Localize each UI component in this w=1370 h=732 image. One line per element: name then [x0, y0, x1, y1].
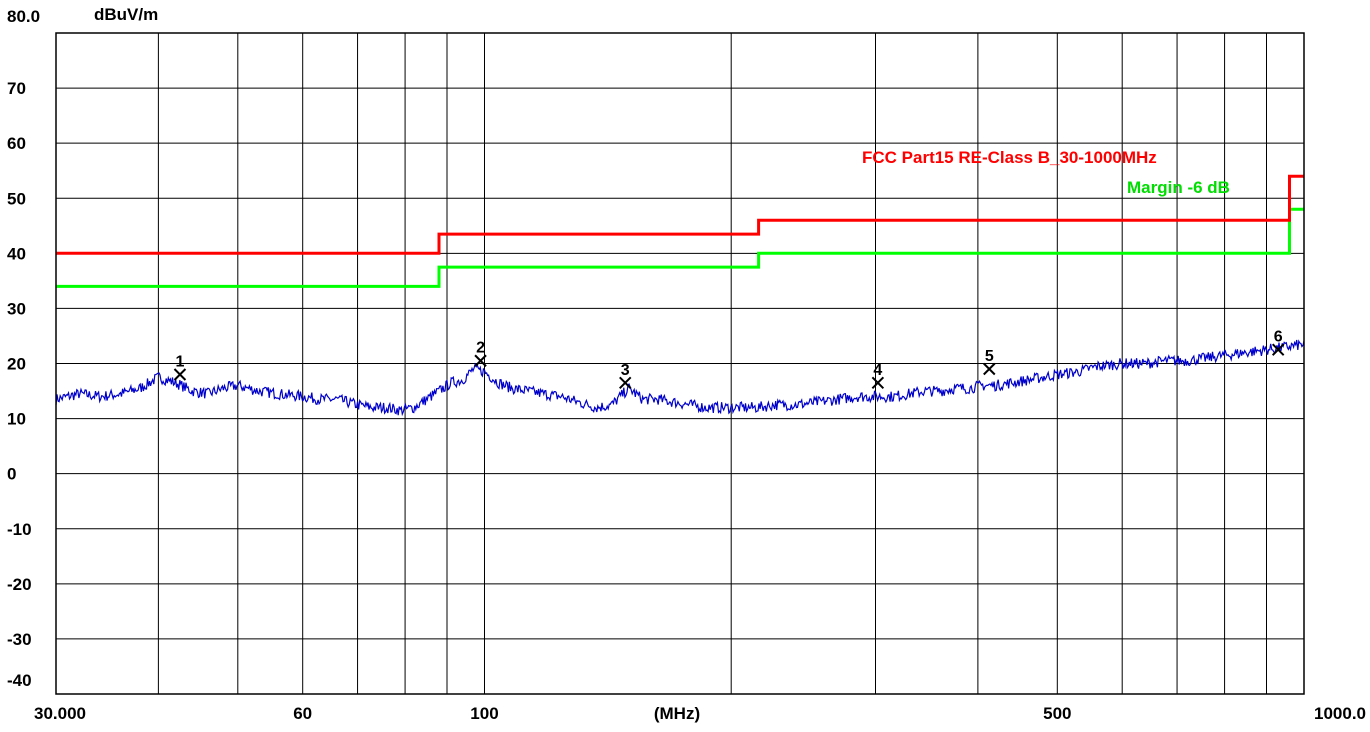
x-unit-label: (MHz) [654, 704, 700, 723]
limit-line [56, 174, 1304, 255]
y-tick-label: -30 [7, 630, 32, 649]
trace-group [55, 339, 1305, 417]
y-tick-label: 30 [7, 299, 26, 318]
marker-x [619, 376, 632, 389]
y-tick-label: 50 [7, 189, 26, 208]
marker-label: 6 [1274, 329, 1283, 346]
y-tick-label: 20 [7, 355, 26, 374]
marker-label: 5 [985, 348, 994, 365]
x-tick-label: 30.000 [34, 704, 86, 723]
x-tick-label: 100 [470, 704, 498, 723]
y-tick-label: -40 [7, 671, 32, 690]
measurement-trace [55, 339, 1305, 417]
y-tick-label: 40 [7, 244, 26, 263]
y-tick-label: 10 [7, 410, 26, 429]
marker-x [173, 368, 187, 381]
margin-line-label: Margin -6 dB [1127, 178, 1230, 197]
x-tick-label: 60 [293, 704, 312, 723]
y-tick-label: 80.0 [7, 7, 40, 26]
marker-x [871, 376, 885, 389]
x-tick-label: 500 [1043, 704, 1071, 723]
y-tick-label: 70 [7, 79, 26, 98]
marker-label: 2 [476, 340, 485, 357]
x-tick-label: 1000.0 [1314, 704, 1366, 723]
marker-label: 3 [621, 362, 630, 379]
y-unit-label: dBuV/m [94, 5, 158, 24]
marker-x [474, 354, 487, 367]
y-tick-label: 0 [7, 465, 16, 484]
marker-x [983, 362, 996, 376]
y-tick-label: -10 [7, 520, 32, 539]
marker-label: 4 [873, 362, 882, 379]
y-tick-label: 60 [7, 134, 26, 153]
marker-x [1271, 343, 1285, 356]
limit-line-label: FCC Part15 RE-Class B_30-1000MHz [862, 148, 1157, 167]
limit-lines [56, 174, 1304, 288]
marker-label: 1 [176, 354, 185, 371]
plot-frame [55, 32, 1305, 695]
y-tick-label: -20 [7, 575, 32, 594]
markers-group: 1 2 3 4 5 6 [173, 329, 1285, 389]
